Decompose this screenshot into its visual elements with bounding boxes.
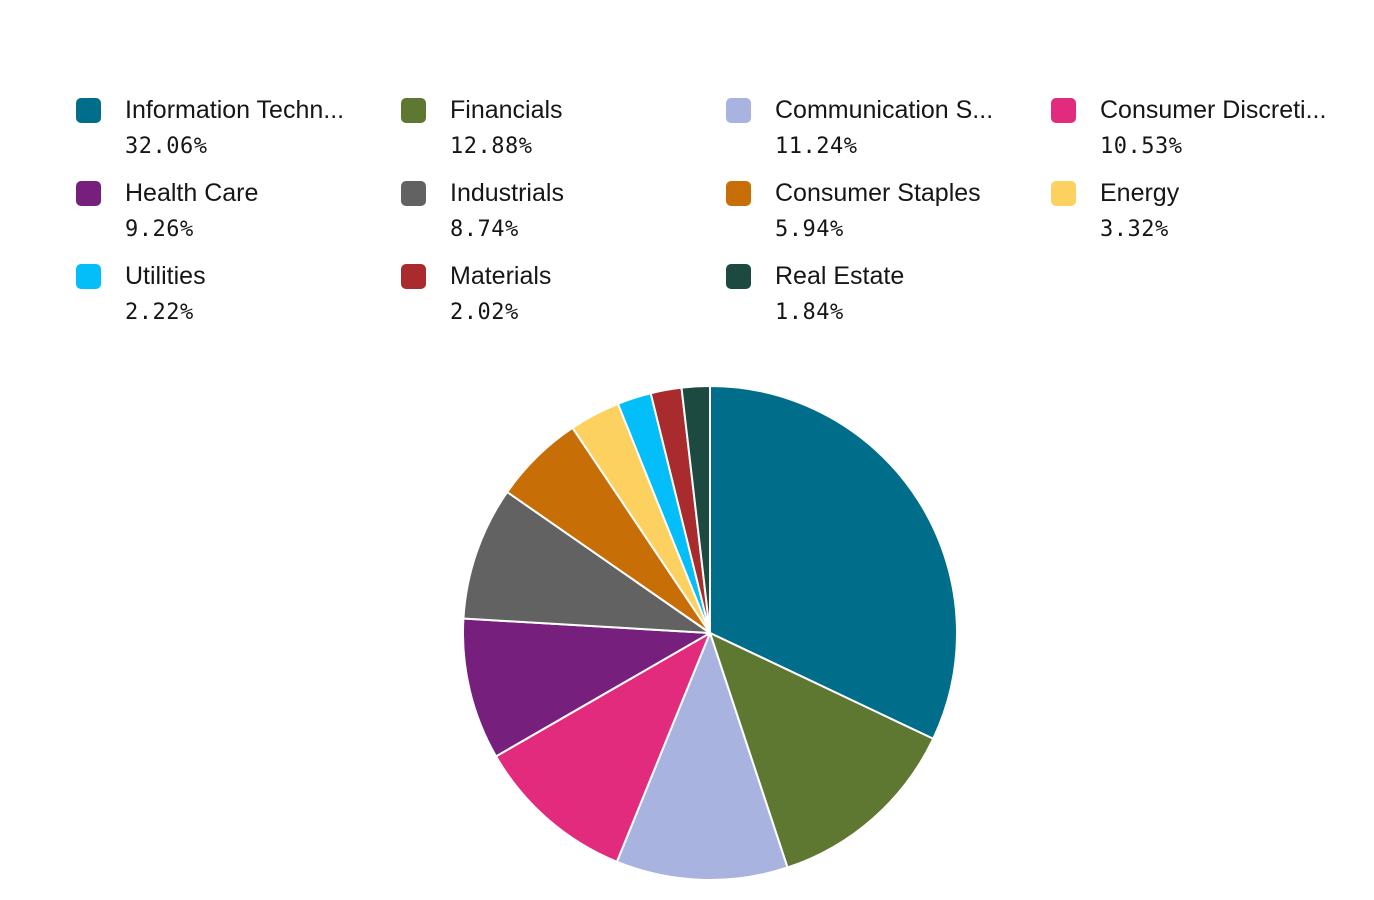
legend-item[interactable]: Health Care 9.26% — [76, 177, 401, 260]
legend-item[interactable]: Utilities 2.22% — [76, 260, 401, 343]
legend-label: Materials — [450, 262, 552, 290]
legend-swatch — [726, 264, 751, 289]
legend-value: 12.88% — [450, 134, 533, 159]
legend-swatch — [1051, 181, 1076, 206]
pie-slice[interactable] — [709, 632, 935, 869]
legend-item[interactable]: Energy 3.32% — [1051, 177, 1366, 260]
legend-item[interactable]: Consumer Discreti... 10.53% — [1051, 94, 1366, 177]
legend-value: 32.06% — [125, 134, 208, 159]
legend-label: Consumer Staples — [775, 179, 981, 207]
legend-value: 11.24% — [775, 134, 858, 159]
pie-slice[interactable] — [495, 632, 711, 863]
legend-swatch — [1051, 98, 1076, 123]
legend-value: 3.32% — [1100, 217, 1169, 242]
legend-label: Industrials — [450, 179, 564, 207]
legend-swatch — [76, 264, 101, 289]
legend-swatch — [401, 264, 426, 289]
pie-slice[interactable] — [462, 617, 711, 758]
legend-item[interactable]: Consumer Staples 5.94% — [726, 177, 1051, 260]
legend-value: 5.94% — [775, 217, 844, 242]
pie-slice[interactable] — [680, 385, 711, 634]
legend-label: Information Techn... — [125, 96, 345, 124]
legend-label: Energy — [1100, 179, 1180, 207]
legend-value: 10.53% — [1100, 134, 1183, 159]
pie-slice[interactable] — [709, 385, 958, 740]
legend-label: Health Care — [125, 179, 259, 207]
chart-legend: Information Techn... 32.06% Financials 12.8… — [76, 94, 1366, 343]
legend-item[interactable]: Materials 2.02% — [401, 260, 726, 343]
legend-value: 1.84% — [775, 300, 844, 325]
legend-swatch — [401, 181, 426, 206]
legend-item[interactable]: Communication S... 11.24% — [726, 94, 1051, 177]
legend-value: 2.22% — [125, 300, 194, 325]
legend-label: Communication S... — [775, 96, 994, 124]
legend-swatch — [76, 98, 101, 123]
legend-swatch — [76, 181, 101, 206]
pie-slice[interactable] — [615, 632, 789, 881]
legend-swatch — [726, 98, 751, 123]
legend-item[interactable]: Real Estate 1.84% — [726, 260, 1051, 343]
legend-label: Real Estate — [775, 262, 905, 290]
legend-value: 9.26% — [125, 217, 194, 242]
legend-value: 8.74% — [450, 217, 519, 242]
legend-value: 2.02% — [450, 300, 519, 325]
legend-item[interactable]: Information Techn... 32.06% — [76, 94, 401, 177]
legend-swatch — [726, 181, 751, 206]
legend-item[interactable]: Industrials 8.74% — [401, 177, 726, 260]
legend-label: Financials — [450, 96, 563, 124]
legend-label: Utilities — [125, 262, 206, 290]
legend-item[interactable]: Financials 12.88% — [401, 94, 726, 177]
pie-slice[interactable] — [462, 491, 711, 634]
legend-label: Consumer Discreti... — [1100, 96, 1327, 124]
legend-swatch — [401, 98, 426, 123]
